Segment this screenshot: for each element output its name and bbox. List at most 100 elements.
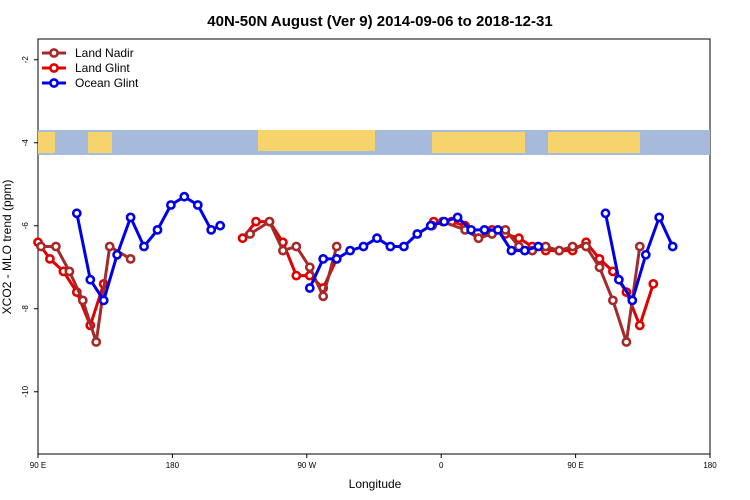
x-tick-label: 180 [166, 461, 180, 470]
series-line [431, 220, 642, 344]
data-point [385, 241, 396, 252]
data-point [291, 270, 302, 281]
data-point [398, 241, 409, 252]
legend-marker [49, 63, 59, 73]
data-point [667, 241, 678, 252]
data-point [519, 245, 530, 256]
series-layer [33, 191, 678, 347]
x-tick-label: 90 E [567, 461, 583, 470]
data-point [372, 233, 382, 244]
data-point [304, 262, 315, 273]
data-point [152, 224, 163, 235]
x-tick-label: 90 E [30, 461, 46, 470]
data-point [215, 220, 226, 231]
map-strip-land [432, 132, 525, 153]
data-point [251, 216, 261, 227]
data-point [594, 262, 605, 273]
plot-frame [37, 38, 711, 455]
data-point [473, 233, 484, 244]
data-point [634, 320, 645, 331]
series-ocean-glint [71, 191, 678, 306]
data-point [51, 241, 61, 252]
data-point [648, 278, 659, 289]
data-point [466, 224, 476, 235]
legend-label: Land Nadir [75, 46, 134, 60]
data-point [237, 233, 248, 244]
series-line [75, 195, 221, 302]
data-point [264, 216, 275, 227]
data-point [479, 224, 490, 235]
data-point [452, 212, 463, 223]
y-tick-label: -2 [21, 56, 30, 64]
x-tick-label: 180 [703, 461, 717, 470]
map-strip-land [88, 132, 112, 153]
data-point [206, 224, 217, 235]
map-strip-land [258, 130, 375, 151]
series-land-glint [33, 216, 659, 331]
data-point [192, 200, 203, 210]
data-point [608, 295, 618, 306]
data-point [600, 208, 611, 219]
y-tick-label: -6 [21, 222, 30, 230]
data-point [165, 200, 176, 210]
data-point [85, 274, 96, 285]
data-point [45, 253, 55, 264]
series-line [604, 213, 675, 302]
data-point [331, 241, 342, 252]
data-point [36, 241, 46, 252]
data-point [318, 253, 329, 264]
y-tick-label: -8 [21, 305, 30, 313]
data-point [500, 224, 511, 235]
data-point [179, 191, 190, 202]
data-point [412, 229, 423, 239]
data-point [125, 253, 136, 264]
data-point [514, 233, 524, 244]
map-strip-land [38, 132, 55, 153]
x-tick-label: 0 [439, 461, 444, 470]
y-tick-label: -10 [21, 385, 30, 397]
data-point [77, 295, 88, 306]
series-line [433, 220, 655, 327]
data-point [104, 241, 115, 252]
map-strip-land [548, 132, 640, 153]
data-point [125, 212, 136, 223]
data-point [245, 229, 255, 239]
data-point [627, 295, 638, 306]
legend-marker [49, 78, 59, 88]
data-point [318, 291, 329, 302]
x-axis-label: Longitude [349, 477, 402, 491]
data-point [634, 241, 645, 252]
legend-marker [49, 48, 59, 58]
axes: -10 -8 -6 -4 -2 90 E 180 90 W 0 90 E 180 [21, 56, 717, 470]
data-point [112, 249, 122, 260]
data-point [614, 274, 624, 285]
data-point [654, 212, 665, 223]
data-point [139, 241, 149, 252]
data-point [439, 216, 450, 227]
data-point [64, 266, 75, 277]
data-point [345, 245, 355, 256]
chart-title: 40N-50N August (Ver 9) 2014-09-06 to 201… [207, 13, 552, 30]
data-point [621, 337, 632, 347]
data-point [277, 245, 288, 256]
data-point [506, 245, 517, 256]
legend-label: Ocean Glint [75, 76, 139, 90]
data-point [533, 241, 544, 252]
data-point [640, 249, 651, 260]
y-tick-label: -4 [21, 139, 30, 147]
data-point [98, 295, 109, 306]
data-point [304, 283, 315, 293]
legend-label: Land Glint [75, 61, 130, 75]
x-tick-label: 90 W [297, 461, 316, 470]
data-point [291, 241, 302, 252]
data-point [358, 241, 369, 252]
map-strip [38, 130, 710, 155]
data-point [425, 220, 436, 231]
data-point [71, 208, 82, 219]
series-land-nadir [36, 216, 645, 347]
data-point [554, 245, 565, 256]
data-point [331, 253, 342, 264]
